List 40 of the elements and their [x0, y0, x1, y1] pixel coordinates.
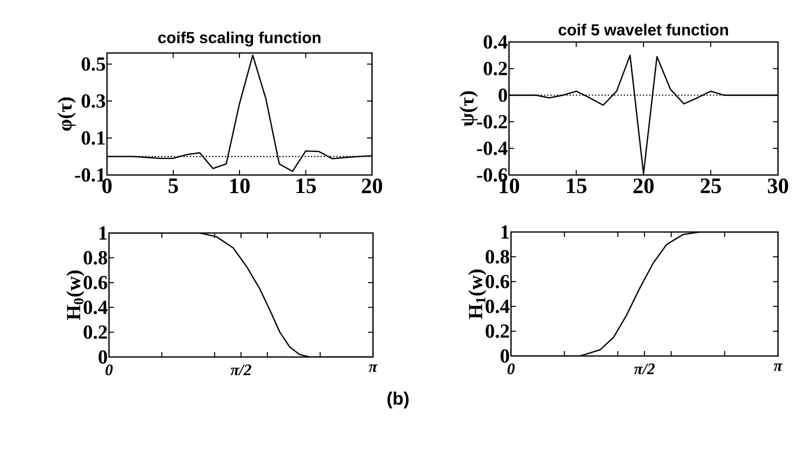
y-tick-label: 0.4: [486, 300, 510, 314]
y-tick-label: 0.8: [84, 251, 108, 265]
y-tick-label: 0: [498, 88, 508, 102]
y-tick-label: 0.1: [82, 131, 105, 145]
x-tick-label: 15: [567, 178, 586, 194]
y-tick-label: 0.2: [486, 324, 509, 338]
y-axis-title: φ(τ): [58, 97, 76, 131]
y-axis-title: ψ(τ): [460, 91, 478, 126]
text: (b): [387, 392, 409, 408]
x-tick-label: 10: [230, 178, 250, 194]
y-tick-label: 0.6: [84, 276, 108, 290]
y-tick-label: 0.4: [84, 300, 108, 314]
x-tick-label: π/2: [230, 364, 252, 376]
chart-title: coif5 scaling function: [158, 32, 320, 46]
x-tick-label: 25: [700, 178, 721, 194]
line-series: [109, 232, 374, 357]
y-tick-label: 0.6: [486, 274, 510, 288]
x-tick-label: 20: [362, 178, 382, 194]
x-tick-label: π: [774, 364, 783, 371]
y-tick-label: 0.8: [486, 250, 510, 264]
y-tick-label: 0.5: [82, 57, 106, 71]
x-tick-label: π/2: [634, 364, 655, 374]
y-axis-title: H$_{0}$(w): [66, 270, 84, 320]
x-tick-label: 5: [168, 178, 178, 194]
x-tick-label: 15: [296, 178, 316, 194]
y-tick-label: 1: [99, 226, 107, 240]
y-tick-label: 0.2: [484, 62, 507, 76]
x-tick-label: 30: [768, 178, 788, 194]
y-tick-label: 0.3: [82, 94, 106, 108]
y-tick-label: -0.1: [74, 168, 105, 182]
chart-title: coif 5 wavelet function: [558, 24, 728, 36]
x-tick-label: 20: [633, 178, 654, 194]
y-axis-title: H$_{1}$(w): [468, 270, 486, 319]
y-tick-label: -0.2: [477, 115, 507, 129]
y-tick-label: -0.4: [477, 142, 508, 156]
y-tick-label: 0.2: [84, 325, 107, 339]
y-tick-label: 0: [500, 349, 510, 363]
y-tick-label: 0.4: [484, 35, 508, 49]
x-tick-label: π: [368, 364, 378, 372]
y-tick-label: 1: [501, 225, 509, 239]
